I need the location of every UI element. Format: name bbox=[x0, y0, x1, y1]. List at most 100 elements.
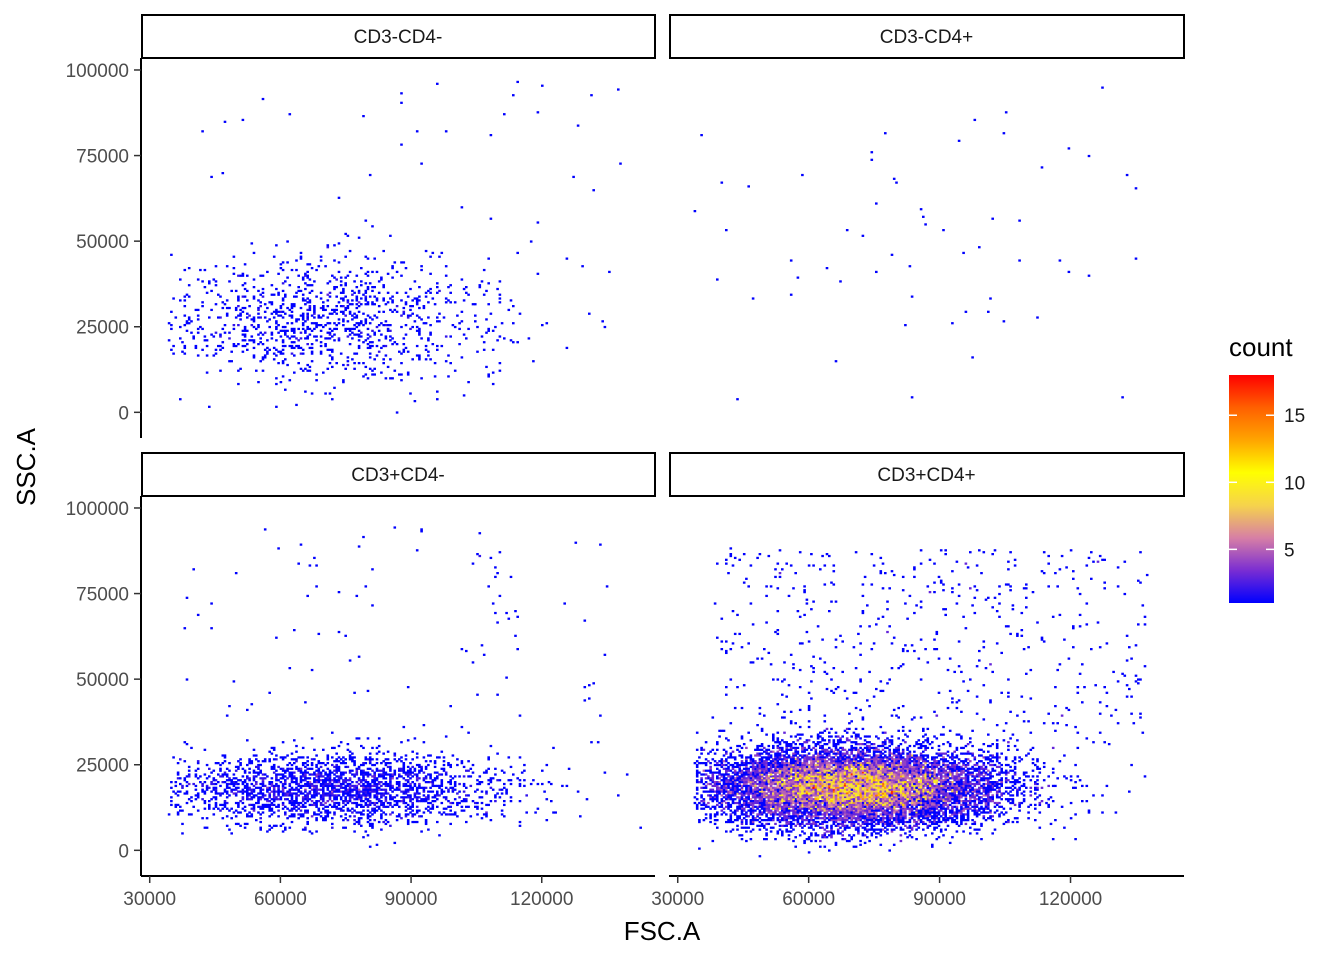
density-bin bbox=[344, 634, 347, 637]
density-bin bbox=[362, 775, 365, 778]
density-bin bbox=[315, 769, 318, 772]
density-bin bbox=[422, 306, 426, 310]
density-bin bbox=[471, 771, 475, 774]
density-bin bbox=[373, 295, 376, 298]
density-bin bbox=[335, 798, 338, 801]
density-bin bbox=[438, 255, 441, 258]
density-bin bbox=[897, 782, 900, 786]
density-bin bbox=[913, 786, 916, 789]
density-bin bbox=[756, 748, 759, 751]
density-bin bbox=[326, 246, 330, 249]
density-bin bbox=[859, 777, 862, 780]
density-bin bbox=[281, 303, 285, 306]
density-bin bbox=[261, 274, 265, 277]
density-bin bbox=[293, 758, 296, 761]
density-bin bbox=[841, 763, 844, 767]
density-bin bbox=[834, 798, 838, 801]
density-bin bbox=[241, 796, 245, 799]
density-bin bbox=[382, 820, 385, 824]
density-bin bbox=[897, 765, 900, 769]
density-bin bbox=[335, 362, 338, 365]
density-bin bbox=[895, 786, 898, 789]
density-bin bbox=[404, 291, 408, 294]
density-bin bbox=[845, 758, 849, 761]
density-bin bbox=[429, 287, 432, 291]
density-bin bbox=[807, 725, 811, 729]
density-bin bbox=[942, 779, 945, 782]
density-bin bbox=[315, 786, 318, 789]
density-bin bbox=[272, 310, 276, 313]
density-bin bbox=[324, 815, 327, 818]
density-bin bbox=[444, 735, 448, 738]
density-bin bbox=[516, 251, 519, 255]
density-bin bbox=[859, 817, 862, 820]
density-bin bbox=[223, 303, 227, 306]
density-bin bbox=[355, 788, 359, 791]
density-bin bbox=[1101, 86, 1104, 89]
density-bin bbox=[290, 794, 294, 797]
density-bin bbox=[364, 762, 368, 765]
density-bin bbox=[398, 782, 401, 786]
density-bin bbox=[420, 528, 423, 531]
density-bin bbox=[411, 809, 414, 812]
density-bin bbox=[348, 800, 352, 803]
density-bin bbox=[886, 769, 889, 772]
density-bin bbox=[494, 800, 497, 803]
density-bin bbox=[429, 324, 432, 327]
density-bin bbox=[279, 781, 283, 784]
density-bin bbox=[946, 819, 950, 822]
density-bin bbox=[406, 813, 410, 816]
density-bin bbox=[205, 786, 209, 789]
density-bin bbox=[335, 758, 338, 761]
density-bin bbox=[366, 805, 370, 808]
density-bin bbox=[301, 796, 305, 799]
density-bin bbox=[854, 769, 858, 772]
density-bin bbox=[219, 784, 222, 788]
density-bin bbox=[429, 255, 432, 258]
density-bin bbox=[344, 790, 347, 793]
density-bin bbox=[810, 801, 813, 805]
density-bin bbox=[373, 763, 376, 767]
density-bin bbox=[440, 813, 444, 816]
density-bin bbox=[830, 779, 833, 782]
density-bin bbox=[897, 790, 900, 793]
density-bin bbox=[491, 777, 495, 780]
density-bin bbox=[843, 767, 847, 770]
density-bin bbox=[1036, 316, 1039, 319]
density-bin bbox=[868, 796, 871, 799]
density-bin bbox=[877, 794, 880, 797]
density-bin bbox=[879, 843, 883, 846]
density-bin bbox=[861, 762, 865, 765]
density-bin bbox=[328, 333, 332, 336]
density-bin bbox=[326, 762, 330, 765]
density-bin bbox=[371, 790, 374, 793]
density-bin bbox=[380, 815, 383, 818]
density-bin bbox=[836, 811, 840, 814]
density-bin bbox=[339, 782, 343, 786]
density-bin bbox=[825, 794, 829, 797]
density-bin bbox=[870, 786, 874, 789]
density-bin bbox=[801, 733, 804, 736]
density-bin bbox=[328, 784, 332, 788]
density-bin bbox=[353, 815, 356, 818]
density-bin bbox=[751, 763, 755, 767]
density-bin bbox=[576, 790, 580, 793]
density-bin bbox=[939, 784, 943, 788]
density-bin bbox=[901, 800, 905, 803]
density-bin bbox=[306, 756, 309, 759]
density-bin bbox=[928, 820, 932, 824]
density-bin bbox=[415, 301, 419, 304]
density-bin bbox=[937, 796, 941, 799]
density-bin bbox=[252, 775, 256, 778]
density-bin bbox=[507, 308, 511, 312]
density-bin bbox=[386, 801, 390, 805]
density-bin bbox=[299, 792, 303, 795]
density-bin bbox=[362, 535, 365, 539]
density-bin bbox=[946, 771, 950, 774]
density-bin bbox=[962, 760, 965, 763]
density-bin bbox=[1036, 779, 1039, 782]
density-bin bbox=[1016, 781, 1019, 784]
density-bin bbox=[904, 803, 907, 807]
density-bin bbox=[297, 274, 300, 277]
density-bin bbox=[436, 798, 439, 801]
